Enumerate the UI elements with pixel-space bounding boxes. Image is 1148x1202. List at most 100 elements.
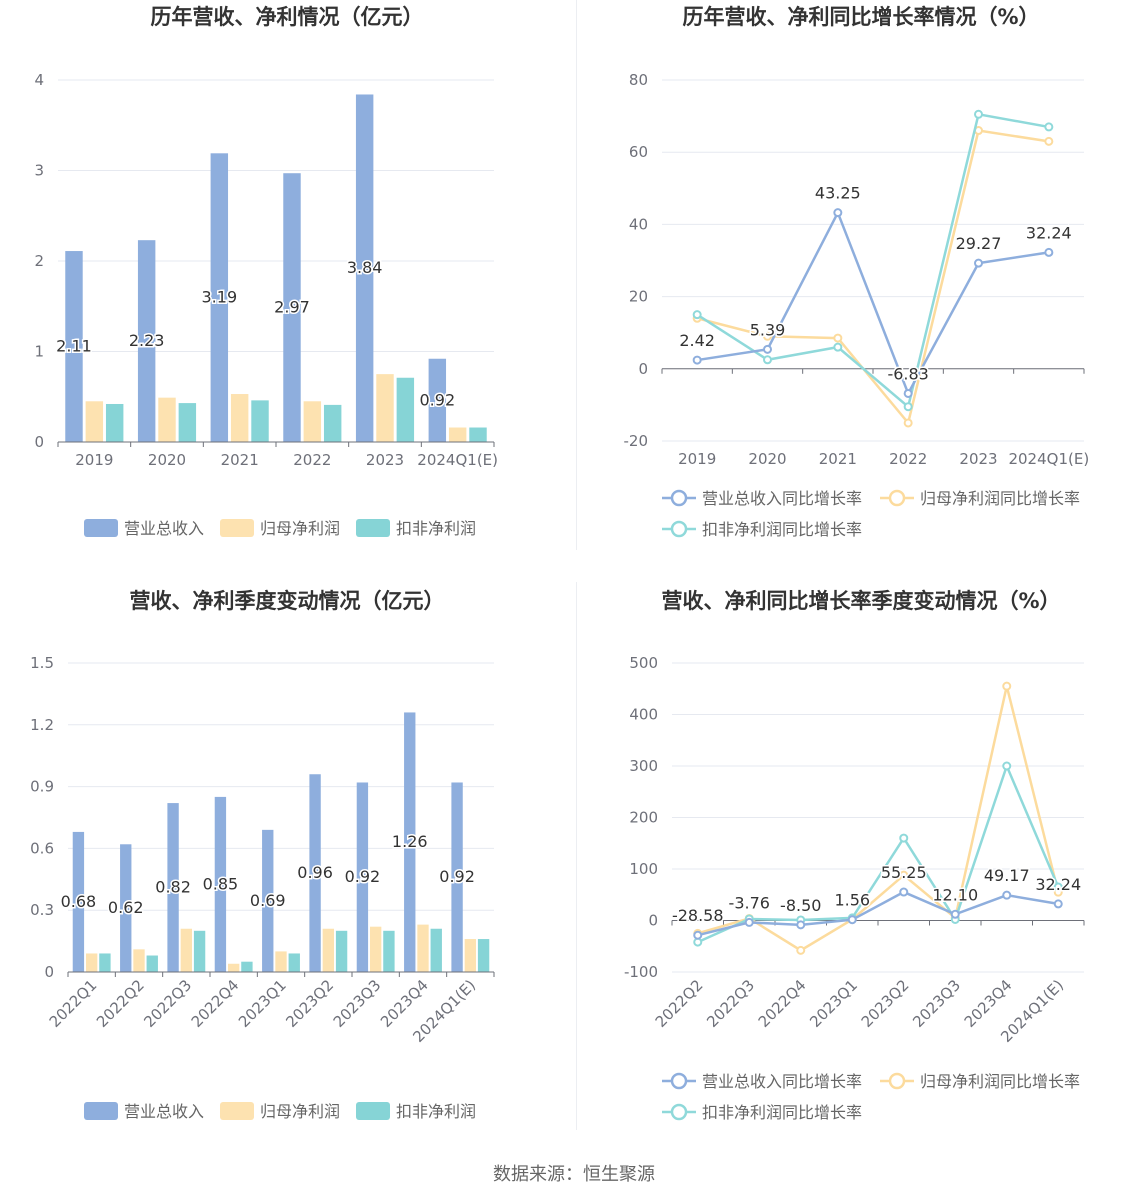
bar-net-profit (275, 951, 287, 972)
legend-label: 扣非净利润 (396, 519, 476, 538)
legend-swatch (220, 519, 254, 537)
y-tick-label: 1 (34, 343, 44, 361)
data-label: 0.68 (61, 892, 97, 911)
legend-label: 扣非净利润 (396, 1102, 476, 1121)
data-point (903, 388, 913, 398)
annual-revenue-profit-chart: 历年营收、净利情况（亿元） 0 1 2 3 4 2019 2020 2021 2022 2023 20… (34, 5, 498, 538)
bar-revenue (356, 782, 369, 972)
data-point (1044, 122, 1054, 132)
data-label: 32.24 (1026, 223, 1072, 242)
bar-revenue (120, 844, 132, 972)
bar-net-profit (230, 394, 249, 442)
x-tick-label: 2023Q1 (235, 976, 290, 1031)
y-tick-label: 0 (34, 433, 44, 451)
x-tick-label: 2023Q2 (282, 976, 337, 1031)
data-point (899, 870, 909, 880)
bar-deducted-profit (335, 930, 348, 972)
column-divider-top (576, 0, 577, 550)
bar-deducted-profit (396, 377, 415, 442)
data-point (950, 909, 960, 919)
bar-revenue (404, 712, 416, 972)
bar-revenue (167, 803, 179, 972)
data-point (974, 109, 983, 119)
x-tick-label: 2022Q2 (93, 976, 148, 1031)
chart-title: 营收、净利季度变动情况（亿元） (130, 589, 445, 613)
x-tick-label: 2022Q4 (188, 976, 243, 1031)
legend-marker (670, 1103, 688, 1121)
bar-revenue (355, 94, 374, 442)
data-point (744, 917, 754, 927)
data-point (796, 920, 806, 930)
data-point (1002, 761, 1012, 771)
bar-net-profit (158, 397, 176, 442)
data-label: 5.39 (750, 320, 786, 339)
x-tick-label: 2022Q3 (140, 976, 195, 1031)
data-label: 0.69 (250, 891, 286, 910)
bar-net-profit (417, 924, 429, 972)
legend-swatch (84, 1102, 118, 1120)
data-point (899, 833, 909, 843)
bar-net-profit (448, 427, 467, 442)
series-line (696, 129, 1050, 426)
data-point (763, 331, 772, 341)
bar-revenue (262, 829, 274, 972)
data-label: -8.50 (780, 896, 821, 915)
bar-deducted-profit (288, 953, 300, 972)
y-tick-label: -20 (624, 432, 649, 450)
data-point (974, 258, 983, 268)
x-tick-label: 2023Q3 (909, 976, 964, 1031)
bar-revenue (137, 240, 156, 442)
bar-deducted-profit (146, 955, 158, 972)
bar-deducted-profit (383, 930, 395, 972)
data-point (1053, 882, 1063, 892)
data-label: -28.58 (672, 906, 724, 925)
legend-label: 营业总收入 (124, 1102, 204, 1121)
series-line (697, 762, 1060, 944)
bar-deducted-profit (193, 930, 206, 972)
legend-swatch (356, 1102, 390, 1120)
legend-label: 营业总收入同比增长率 (702, 1072, 862, 1091)
data-point (1044, 247, 1054, 257)
x-tick-label: 2020 (748, 450, 786, 468)
x-tick-label: 2023Q3 (330, 976, 385, 1031)
bar-net-profit (85, 953, 98, 972)
bar-revenue (309, 774, 321, 972)
bar-net-profit (464, 939, 477, 972)
data-label: 0.92 (439, 867, 475, 886)
x-tick-label: 2021 (819, 450, 857, 468)
series-line (697, 890, 1059, 937)
y-tick-label: 80 (629, 71, 648, 89)
data-point (847, 915, 857, 925)
data-label: 32.24 (1035, 875, 1081, 894)
bar-revenue (428, 358, 447, 442)
bar-deducted-profit (323, 404, 342, 442)
data-point (903, 402, 913, 412)
legend-swatch (220, 1102, 254, 1120)
x-tick-label: 2022 (293, 451, 331, 469)
bar-revenue (72, 831, 85, 972)
bar-net-profit (303, 401, 322, 442)
x-tick-label: 2022Q1 (46, 976, 101, 1031)
legend-marker (888, 1072, 906, 1090)
data-label: 0.96 (297, 863, 333, 882)
annual-growth-rate-chart: 历年营收、净利同比增长率情况（%） -20 0 20 40 60 80 2019 2020 202… (624, 5, 1090, 539)
bar-revenue (283, 173, 301, 442)
x-tick-label: 2019 (75, 451, 113, 469)
bar-net-profit (180, 928, 193, 972)
y-tick-label: 200 (629, 809, 658, 827)
x-tick-label: 2019 (678, 450, 716, 468)
data-point (693, 930, 703, 940)
bar-deducted-profit (469, 427, 487, 442)
data-label: 2.23 (129, 331, 165, 350)
data-point (899, 887, 909, 897)
legend-swatch (356, 519, 390, 537)
data-point (833, 333, 843, 343)
x-tick-label: 2024Q1(E) (417, 451, 498, 469)
x-tick-label: 2023Q2 (858, 976, 913, 1031)
data-point (903, 418, 913, 428)
data-label: 2.11 (56, 337, 92, 356)
column-divider-bottom (576, 582, 577, 1130)
legend-marker (888, 489, 906, 507)
y-tick-label: 1.5 (30, 654, 54, 672)
bar-revenue (210, 153, 229, 442)
